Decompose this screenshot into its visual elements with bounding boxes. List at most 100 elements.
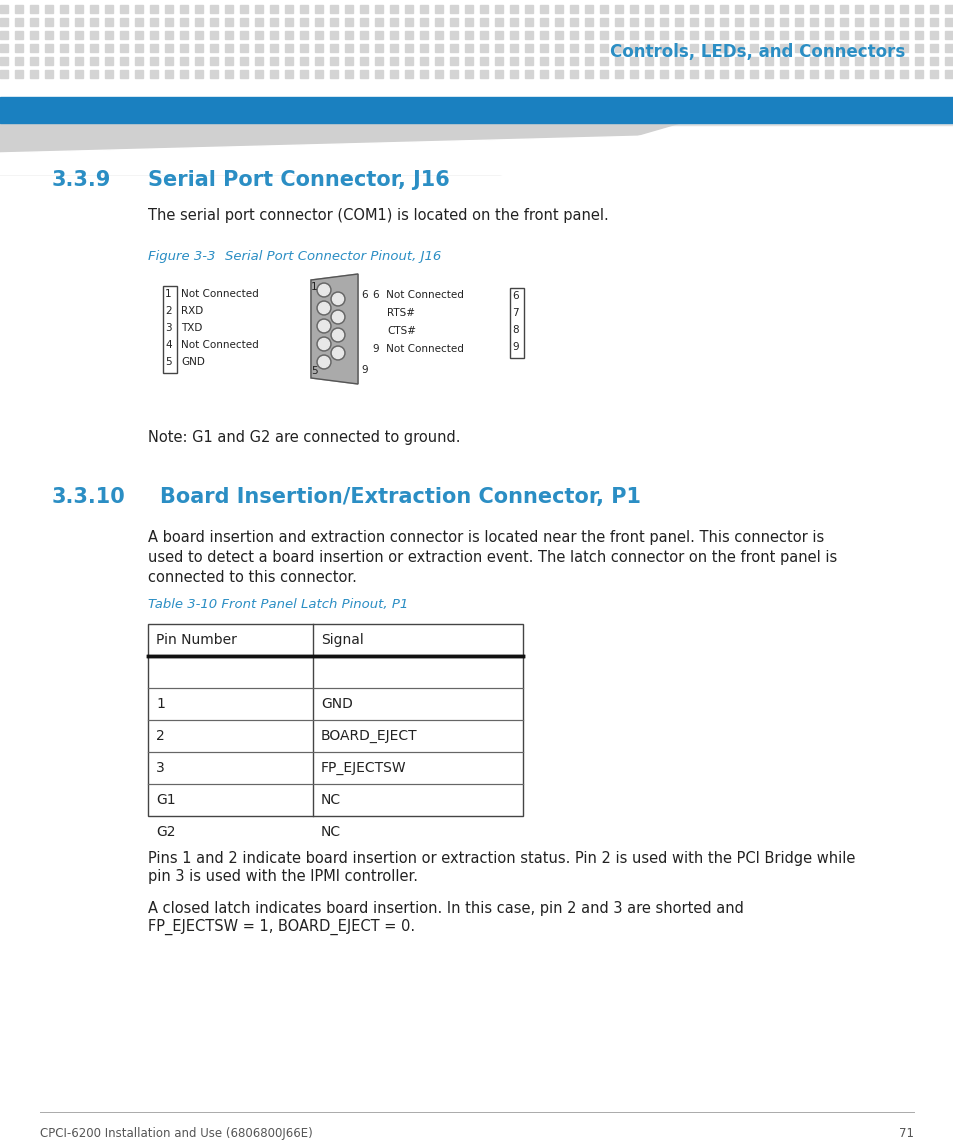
Bar [524, 31, 533, 39]
Bar [599, 44, 607, 52]
Bar [569, 5, 578, 13]
Bar [375, 70, 382, 78]
Bar [495, 70, 502, 78]
Circle shape [316, 301, 331, 315]
Bar [510, 5, 517, 13]
Bar [615, 5, 622, 13]
Bar [479, 70, 488, 78]
Text: G2: G2 [156, 826, 175, 839]
Bar [914, 70, 923, 78]
Bar [254, 18, 263, 26]
Bar [899, 5, 907, 13]
Circle shape [318, 339, 329, 349]
Bar [584, 44, 593, 52]
Bar [419, 70, 428, 78]
Bar [524, 18, 533, 26]
Bar [929, 44, 937, 52]
Bar [450, 70, 457, 78]
Bar [569, 70, 578, 78]
Text: 71: 71 [898, 1127, 913, 1140]
Bar [899, 18, 907, 26]
Bar [555, 44, 562, 52]
Bar [854, 70, 862, 78]
Bar [299, 18, 308, 26]
Text: 5: 5 [165, 357, 172, 368]
Bar [720, 44, 727, 52]
Circle shape [318, 356, 329, 368]
Bar [194, 57, 203, 65]
Bar [150, 70, 158, 78]
Bar [569, 57, 578, 65]
Bar [704, 18, 712, 26]
Bar [120, 5, 128, 13]
Bar [345, 44, 353, 52]
Circle shape [333, 330, 343, 340]
Bar [240, 5, 248, 13]
Bar [150, 31, 158, 39]
Bar [510, 18, 517, 26]
Bar [285, 70, 293, 78]
Bar [840, 57, 847, 65]
Bar [659, 44, 667, 52]
Bar [479, 31, 488, 39]
Bar [794, 44, 802, 52]
Bar [240, 57, 248, 65]
Bar [299, 70, 308, 78]
Bar [524, 70, 533, 78]
Text: Serial Port Connector Pinout, J16: Serial Port Connector Pinout, J16 [225, 250, 441, 263]
Bar [944, 70, 952, 78]
Bar [270, 18, 277, 26]
Bar [375, 5, 382, 13]
Bar [330, 31, 337, 39]
Text: 3.3.9: 3.3.9 [52, 169, 112, 190]
Text: The serial port connector (COM1) is located on the front panel.: The serial port connector (COM1) is loca… [148, 208, 608, 223]
Bar [840, 31, 847, 39]
Bar [854, 31, 862, 39]
Bar [659, 31, 667, 39]
Bar [135, 5, 143, 13]
Bar [495, 31, 502, 39]
Bar [45, 44, 53, 52]
Bar [899, 70, 907, 78]
Circle shape [331, 346, 345, 360]
Text: FP_EJECTSW = 1, BOARD_EJECT = 0.: FP_EJECTSW = 1, BOARD_EJECT = 0. [148, 919, 415, 935]
Bar [869, 57, 877, 65]
Bar [150, 18, 158, 26]
Bar [150, 44, 158, 52]
Bar [689, 57, 698, 65]
Bar [165, 44, 172, 52]
Bar [105, 70, 112, 78]
Bar [390, 5, 397, 13]
Bar [884, 18, 892, 26]
Bar [405, 18, 413, 26]
Bar [435, 31, 442, 39]
Text: GND: GND [181, 357, 205, 368]
Bar [734, 31, 742, 39]
Bar [464, 5, 473, 13]
Bar [854, 57, 862, 65]
Text: used to detect a board insertion or extraction event. The latch connector on the: used to detect a board insertion or extr… [148, 550, 837, 564]
Bar [944, 18, 952, 26]
Bar [60, 57, 68, 65]
Bar [150, 5, 158, 13]
Circle shape [316, 283, 331, 297]
Bar [644, 44, 652, 52]
Bar [299, 5, 308, 13]
Bar [419, 18, 428, 26]
Circle shape [333, 311, 343, 323]
Bar [555, 57, 562, 65]
Text: CTS#: CTS# [387, 326, 416, 335]
Bar [659, 5, 667, 13]
Bar [944, 44, 952, 52]
Circle shape [318, 284, 329, 295]
Bar [599, 57, 607, 65]
Bar [884, 57, 892, 65]
Bar [495, 57, 502, 65]
Bar [764, 31, 772, 39]
Text: Table 3-10 Front Panel Latch Pinout, P1: Table 3-10 Front Panel Latch Pinout, P1 [148, 598, 408, 611]
Bar [675, 31, 682, 39]
Bar [30, 70, 38, 78]
Bar [899, 57, 907, 65]
Bar [840, 18, 847, 26]
Text: Board Insertion/Extraction Connector, P1: Board Insertion/Extraction Connector, P1 [160, 487, 640, 507]
